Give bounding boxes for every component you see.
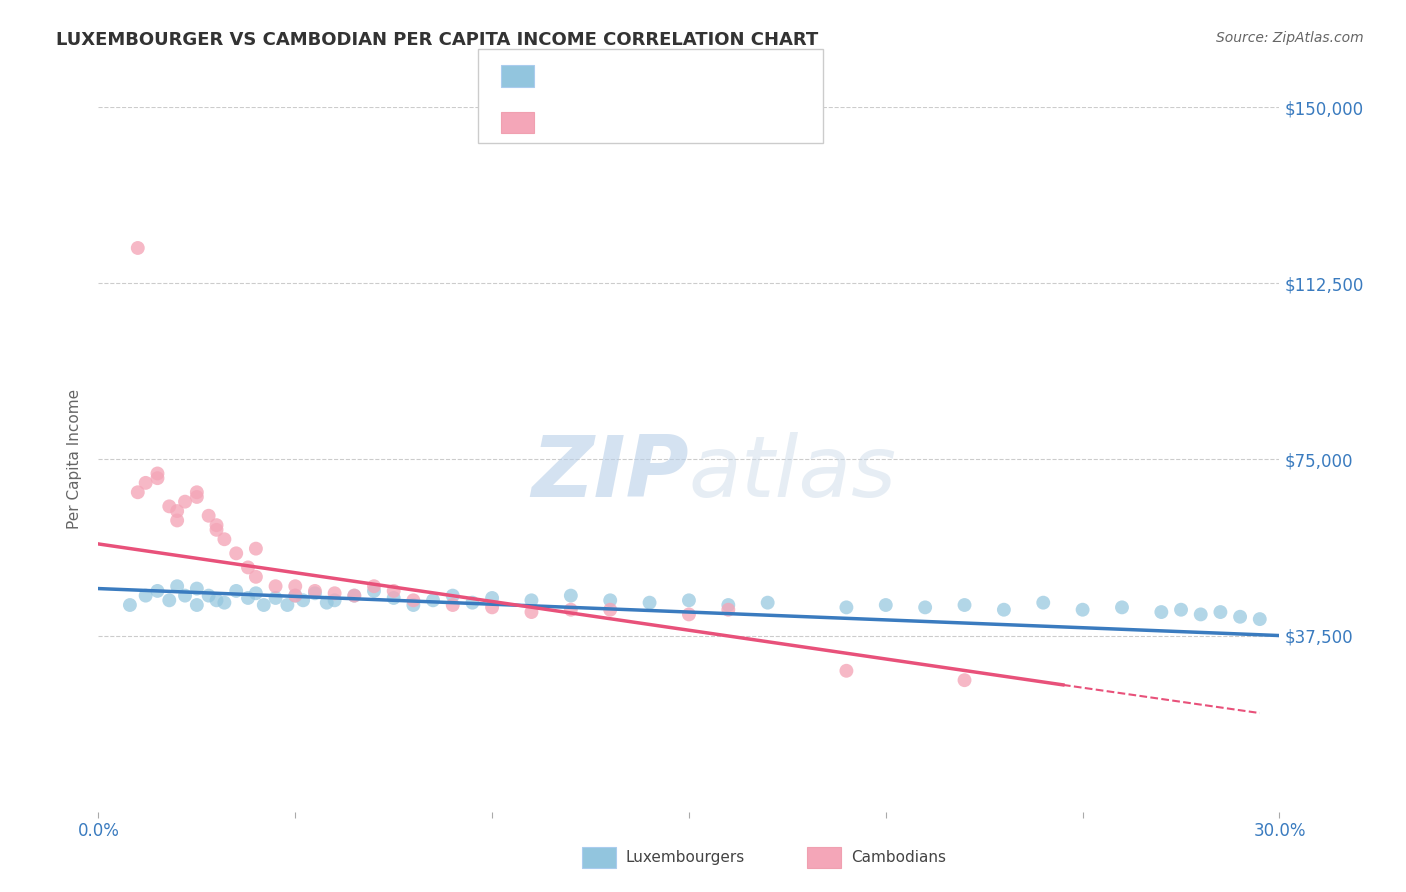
Point [323,586,346,600]
Point [284,589,307,603]
Text: atlas: atlas [689,432,897,515]
Point [343,589,366,603]
Point [214,533,236,547]
Point [174,494,197,508]
Point [135,475,157,490]
Point [1071,603,1094,617]
Point [481,591,503,605]
Point [214,596,236,610]
Point [560,603,582,617]
Point [146,583,169,598]
Point [678,593,700,607]
Point [402,593,425,607]
Point [135,589,157,603]
Text: LUXEMBOURGER VS CAMBODIAN PER CAPITA INCOME CORRELATION CHART: LUXEMBOURGER VS CAMBODIAN PER CAPITA INC… [56,31,818,49]
Point [205,518,228,533]
Point [1229,609,1251,624]
Point [236,591,259,605]
Point [441,589,464,603]
Point [166,504,188,518]
Point [363,579,385,593]
Point [599,603,621,617]
Point [225,546,247,560]
Text: Cambodians: Cambodians [851,850,946,864]
Point [186,485,208,500]
Text: Source: ZipAtlas.com: Source: ZipAtlas.com [1216,31,1364,45]
Point [1150,605,1173,619]
Point [560,589,582,603]
Point [717,598,740,612]
Point [157,593,180,607]
Point [304,586,326,600]
Point [166,513,188,527]
Point [599,593,621,607]
Point [157,500,180,514]
Y-axis label: Per Capita Income: Per Capita Income [67,389,83,530]
Point [1111,600,1133,615]
Point [225,583,247,598]
Point [678,607,700,622]
Point [835,600,858,615]
Point [127,241,149,255]
Point [197,508,219,523]
Point [363,583,385,598]
Point [1032,596,1054,610]
Point [1170,603,1192,617]
Text: R = -0.482    N = 51: R = -0.482 N = 51 [547,67,716,85]
Point [914,600,936,615]
Point [441,598,464,612]
Point [245,541,267,556]
Point [205,593,228,607]
Point [304,583,326,598]
Point [953,598,976,612]
Point [1249,612,1271,626]
Point [197,589,219,603]
Point [993,603,1015,617]
Point [186,598,208,612]
Point [1209,605,1232,619]
Point [638,596,661,610]
Point [835,664,858,678]
Point [146,471,169,485]
Point [382,591,405,605]
Point [284,579,307,593]
Point [253,598,276,612]
Point [245,570,267,584]
Point [520,605,543,619]
Point [174,589,197,603]
Point [292,593,315,607]
Point [276,598,298,612]
Point [118,598,141,612]
Point [1189,607,1212,622]
Point [875,598,897,612]
Point [146,467,169,481]
Point [382,583,405,598]
Point [127,485,149,500]
Point [264,579,287,593]
Point [953,673,976,688]
Point [461,596,484,610]
Point [166,579,188,593]
Point [422,593,444,607]
Point [343,589,366,603]
Text: Luxembourgers: Luxembourgers [626,850,745,864]
Point [236,560,259,574]
Point [245,586,267,600]
Point [315,596,337,610]
Text: R = -0.356    N = 37: R = -0.356 N = 37 [547,113,716,131]
Point [264,591,287,605]
Text: ZIP: ZIP [531,432,689,515]
Point [284,589,307,603]
Point [402,598,425,612]
Point [186,490,208,504]
Point [205,523,228,537]
Point [756,596,779,610]
Point [323,593,346,607]
Point [481,600,503,615]
Point [717,603,740,617]
Point [186,582,208,596]
Point [520,593,543,607]
